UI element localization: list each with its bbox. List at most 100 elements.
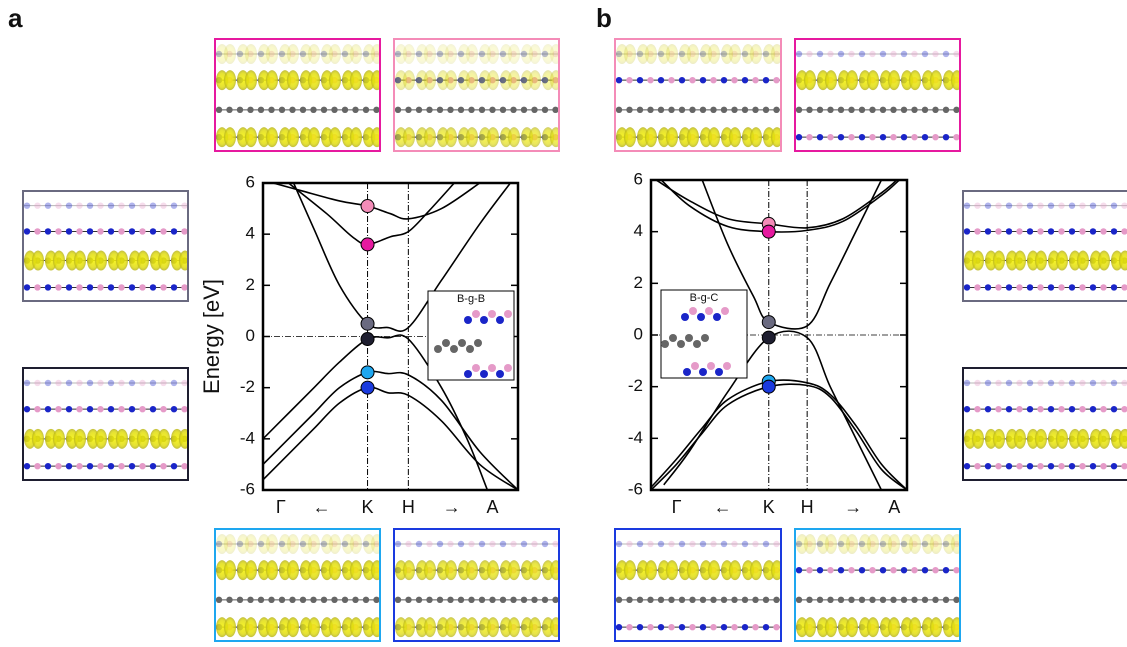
- atom: [658, 624, 664, 630]
- atom: [985, 284, 991, 290]
- atom: [901, 567, 907, 573]
- density-blob: [930, 534, 942, 554]
- atom: [45, 406, 51, 412]
- density-blob: [403, 70, 415, 90]
- atom: [268, 597, 274, 603]
- x-tick-label: Γ: [672, 497, 682, 517]
- atom: [1006, 406, 1012, 412]
- atom: [55, 202, 61, 208]
- atom: [668, 77, 674, 83]
- density-blob: [624, 560, 636, 580]
- state-marker: [361, 238, 374, 251]
- atom: [331, 597, 337, 603]
- atom: [66, 406, 72, 412]
- density-blob: [687, 560, 699, 580]
- atom: [932, 107, 938, 113]
- atom: [796, 567, 802, 573]
- atom: [150, 406, 156, 412]
- panel-label: b: [596, 3, 612, 33]
- atom: [932, 597, 938, 603]
- x-tick-label: A: [486, 497, 498, 517]
- state-marker: [762, 380, 775, 393]
- atom: [258, 107, 264, 113]
- density-blob: [308, 70, 320, 90]
- atom: [838, 134, 844, 140]
- atom: [710, 77, 716, 83]
- atom: [1100, 463, 1106, 469]
- atom: [773, 77, 779, 83]
- density-blob: [266, 534, 278, 554]
- density-blob: [487, 560, 499, 580]
- atom: [1069, 380, 1075, 386]
- density-blob: [308, 127, 320, 147]
- inset-atom: [450, 345, 458, 353]
- density-blob: [287, 534, 299, 554]
- density-blob: [645, 560, 657, 580]
- atom: [181, 406, 187, 412]
- atom: [118, 202, 124, 208]
- atom: [838, 567, 844, 573]
- atom: [479, 541, 485, 547]
- atom: [447, 541, 453, 547]
- density-blob: [645, 127, 657, 147]
- atom: [974, 406, 980, 412]
- atom: [637, 107, 643, 113]
- atom: [1090, 406, 1096, 412]
- density-blob: [158, 429, 170, 449]
- atom: [160, 380, 166, 386]
- density-blob: [624, 44, 636, 64]
- density-blob: [846, 70, 858, 90]
- state-marker: [762, 316, 775, 329]
- atom: [964, 406, 970, 412]
- atom: [796, 134, 802, 140]
- atom: [139, 202, 145, 208]
- atom: [974, 202, 980, 208]
- atom: [489, 107, 495, 113]
- y-tick-label: -6: [628, 479, 643, 498]
- atom: [300, 107, 306, 113]
- density-blob: [972, 429, 984, 449]
- atom: [289, 597, 295, 603]
- density-blob: [550, 127, 562, 147]
- atom: [964, 202, 970, 208]
- inset-atom: [488, 364, 496, 372]
- atom: [1100, 284, 1106, 290]
- atom: [55, 380, 61, 386]
- atom: [1037, 202, 1043, 208]
- atom: [953, 107, 959, 113]
- inset-atom: [442, 339, 450, 347]
- atom: [405, 107, 411, 113]
- density-blob: [266, 44, 278, 64]
- atom: [1016, 380, 1022, 386]
- atom: [679, 597, 685, 603]
- atom: [995, 380, 1001, 386]
- inset-atom: [685, 334, 693, 342]
- atom: [552, 597, 558, 603]
- density-blob: [245, 44, 257, 64]
- atom: [901, 51, 907, 57]
- inset-atom: [474, 339, 482, 347]
- atom: [24, 228, 30, 234]
- density-blob: [350, 534, 362, 554]
- atom: [542, 541, 548, 547]
- density-box: [614, 528, 783, 642]
- density-blob: [53, 251, 65, 271]
- atom: [827, 107, 833, 113]
- atom: [181, 228, 187, 234]
- atom: [237, 597, 243, 603]
- atom: [118, 380, 124, 386]
- atom: [689, 107, 695, 113]
- density-blob: [687, 44, 699, 64]
- atom: [45, 202, 51, 208]
- atom: [247, 597, 253, 603]
- atom: [922, 51, 928, 57]
- atom: [129, 406, 135, 412]
- atom: [668, 624, 674, 630]
- atom: [1058, 228, 1064, 234]
- atom: [468, 541, 474, 547]
- atom: [995, 228, 1001, 234]
- density-blob: [993, 429, 1005, 449]
- atom: [226, 107, 232, 113]
- atom: [817, 134, 823, 140]
- atom: [237, 107, 243, 113]
